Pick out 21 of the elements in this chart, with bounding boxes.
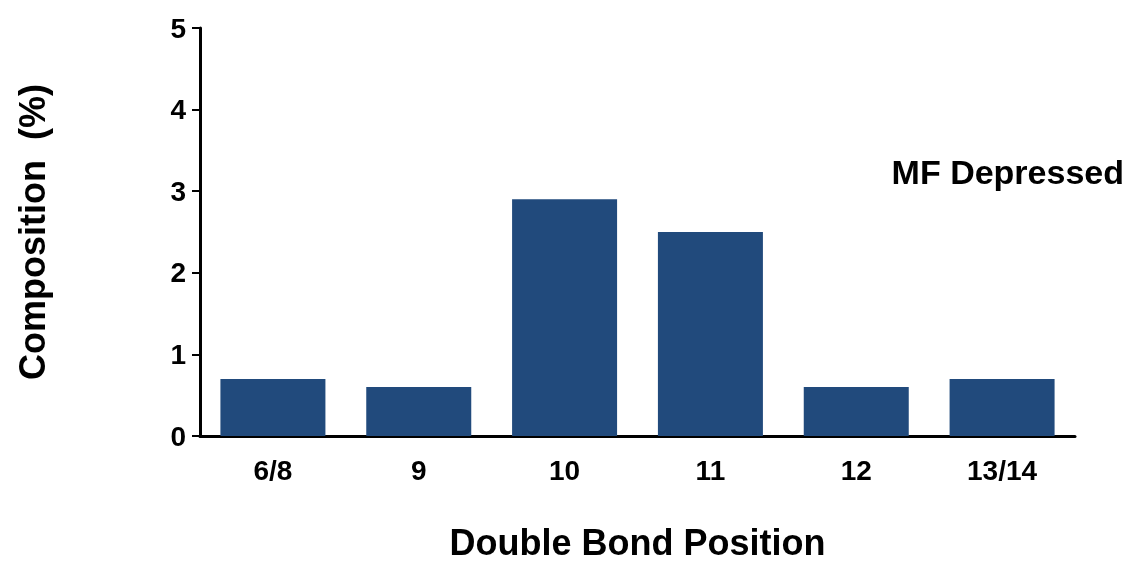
x-tick-label: 13/14 bbox=[967, 454, 1038, 486]
y-tick-label: 2 bbox=[170, 257, 186, 289]
y-tick-label: 3 bbox=[170, 175, 186, 207]
bar bbox=[949, 378, 1055, 436]
y-tick-label: 0 bbox=[170, 420, 186, 452]
annotation: MF Depressed bbox=[891, 153, 1124, 191]
x-tick-label: 9 bbox=[410, 454, 427, 486]
x-tick-label: 6/8 bbox=[253, 454, 293, 486]
bar bbox=[512, 199, 618, 436]
y-axis-title: Composition (%) bbox=[11, 84, 53, 380]
x-axis-title: Double Bond Position bbox=[449, 521, 826, 563]
bar bbox=[220, 378, 326, 436]
y-tick-label: 5 bbox=[170, 12, 186, 44]
x-tick-label: 11 bbox=[695, 454, 726, 486]
bar bbox=[803, 387, 909, 436]
y-tick-label: 4 bbox=[170, 94, 187, 126]
bar bbox=[657, 232, 763, 436]
bar bbox=[366, 387, 472, 436]
y-tick-label: 1 bbox=[170, 338, 186, 370]
x-tick-label: 12 bbox=[840, 454, 872, 486]
x-tick-label: 10 bbox=[549, 454, 581, 486]
